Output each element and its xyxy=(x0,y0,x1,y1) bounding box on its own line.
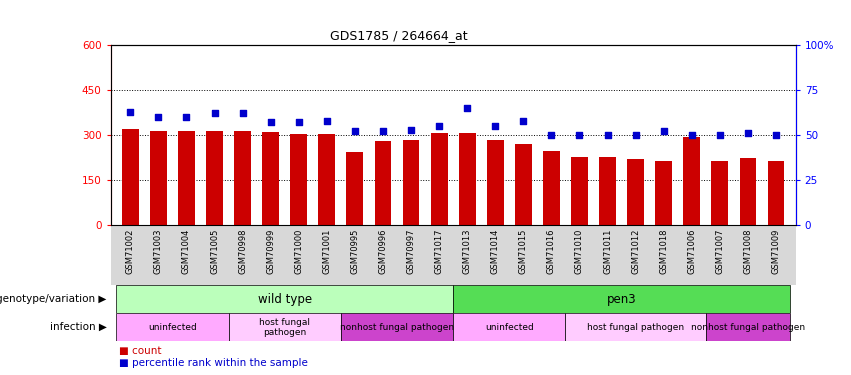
Text: GSM70996: GSM70996 xyxy=(379,228,387,274)
Point xyxy=(573,132,586,138)
Point xyxy=(713,132,727,138)
Text: GSM71001: GSM71001 xyxy=(323,228,331,273)
Bar xyxy=(454,313,565,341)
Point xyxy=(236,111,249,117)
Bar xyxy=(454,285,790,313)
Bar xyxy=(599,157,616,225)
Bar xyxy=(206,130,223,225)
Point xyxy=(404,127,418,133)
Text: GSM71007: GSM71007 xyxy=(716,228,724,274)
Bar xyxy=(346,153,363,225)
Bar xyxy=(403,140,420,225)
Bar xyxy=(459,133,476,225)
Text: host fungal
pathogen: host fungal pathogen xyxy=(260,318,311,337)
Point xyxy=(348,129,362,135)
Text: uninfected: uninfected xyxy=(148,323,197,332)
Text: GSM71016: GSM71016 xyxy=(547,228,556,274)
Point xyxy=(629,132,643,138)
Point xyxy=(151,114,165,120)
Bar xyxy=(262,132,279,225)
Text: GSM71002: GSM71002 xyxy=(126,228,134,273)
Bar xyxy=(318,134,335,225)
Text: GSM71006: GSM71006 xyxy=(688,228,696,274)
Text: GSM71000: GSM71000 xyxy=(294,228,303,273)
Text: GSM71004: GSM71004 xyxy=(182,228,191,273)
Point xyxy=(376,129,390,135)
Text: GSM70997: GSM70997 xyxy=(407,228,415,274)
Point xyxy=(320,118,334,124)
Bar xyxy=(627,159,644,225)
Point xyxy=(292,120,306,126)
Text: GSM71017: GSM71017 xyxy=(435,228,443,274)
Text: GSM71015: GSM71015 xyxy=(519,228,528,273)
Text: GSM71005: GSM71005 xyxy=(210,228,219,273)
Bar xyxy=(705,313,790,341)
Text: GSM70998: GSM70998 xyxy=(238,228,247,274)
Bar xyxy=(178,130,195,225)
Text: wild type: wild type xyxy=(258,293,311,306)
Text: GSM70995: GSM70995 xyxy=(351,228,359,273)
Bar xyxy=(565,313,705,341)
Text: nonhost fungal pathogen: nonhost fungal pathogen xyxy=(340,323,454,332)
Bar xyxy=(487,140,504,225)
Text: GSM71012: GSM71012 xyxy=(631,228,640,273)
Bar xyxy=(234,130,251,225)
Text: ■ count: ■ count xyxy=(119,346,162,356)
Bar xyxy=(229,313,341,341)
Bar xyxy=(150,130,167,225)
Text: nonhost fungal pathogen: nonhost fungal pathogen xyxy=(691,323,805,332)
Text: GSM71003: GSM71003 xyxy=(154,228,163,274)
Bar xyxy=(374,141,391,225)
Text: GSM70999: GSM70999 xyxy=(266,228,275,273)
Bar xyxy=(543,151,560,225)
Text: GSM71013: GSM71013 xyxy=(463,228,471,274)
Text: GSM71014: GSM71014 xyxy=(491,228,500,273)
Text: ■ percentile rank within the sample: ■ percentile rank within the sample xyxy=(119,358,308,368)
Point xyxy=(264,120,277,126)
Point xyxy=(123,109,137,115)
Point xyxy=(657,129,671,135)
Point xyxy=(769,132,783,138)
Point xyxy=(685,132,699,138)
Bar xyxy=(515,144,532,225)
Bar xyxy=(711,160,728,225)
Point xyxy=(545,132,558,138)
Text: GSM71010: GSM71010 xyxy=(575,228,584,273)
Point xyxy=(208,111,221,117)
Bar xyxy=(290,134,307,225)
Text: genotype/variation ▶: genotype/variation ▶ xyxy=(0,294,106,304)
Point xyxy=(517,118,530,124)
Title: GDS1785 / 264664_at: GDS1785 / 264664_at xyxy=(329,30,467,42)
Bar xyxy=(117,285,454,313)
Text: host fungal pathogen: host fungal pathogen xyxy=(587,323,684,332)
Bar xyxy=(122,129,139,225)
Text: GSM71011: GSM71011 xyxy=(603,228,612,273)
Bar xyxy=(683,137,700,225)
Text: pen3: pen3 xyxy=(607,293,637,306)
Point xyxy=(741,130,755,136)
Point xyxy=(180,114,193,120)
Text: GSM71008: GSM71008 xyxy=(744,228,752,274)
Text: uninfected: uninfected xyxy=(485,323,534,332)
Text: infection ▶: infection ▶ xyxy=(49,322,106,332)
Point xyxy=(432,123,446,129)
Text: GSM71009: GSM71009 xyxy=(772,228,780,273)
Text: GSM71018: GSM71018 xyxy=(660,228,668,274)
Bar xyxy=(341,313,454,341)
Point xyxy=(601,132,614,138)
Point xyxy=(488,123,502,129)
Bar xyxy=(571,157,588,225)
Bar xyxy=(117,313,229,341)
Bar xyxy=(740,159,757,225)
Bar xyxy=(431,133,448,225)
Point xyxy=(460,105,474,111)
Bar xyxy=(768,160,785,225)
Bar xyxy=(655,160,672,225)
